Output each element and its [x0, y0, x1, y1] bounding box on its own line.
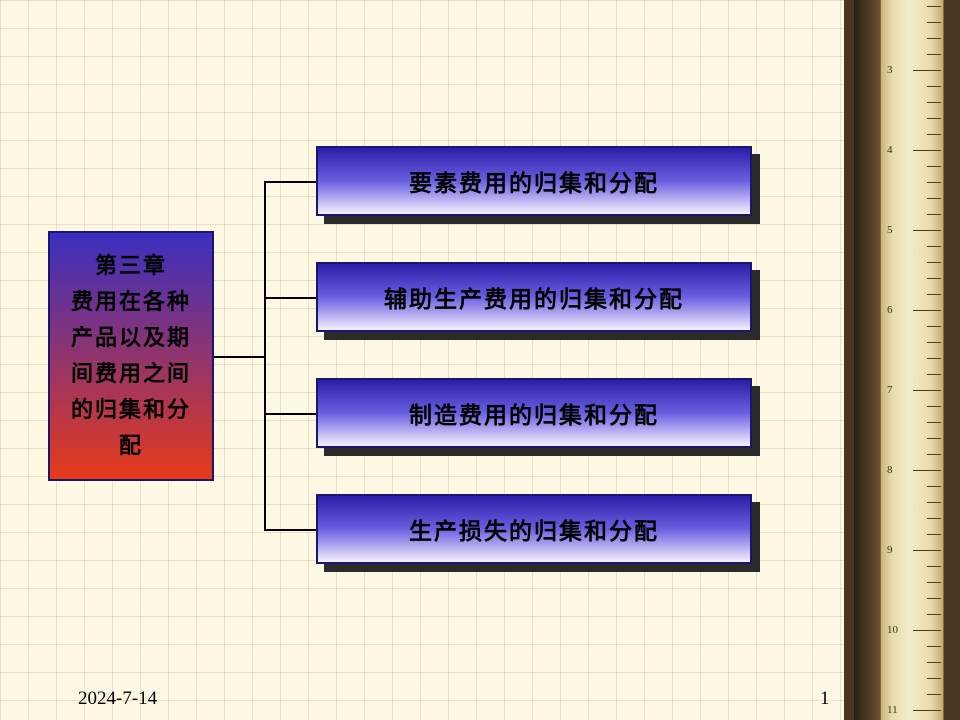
ruler-tick — [927, 502, 941, 503]
leaf-node-label: 辅助生产费用的归集和分配 — [384, 280, 684, 314]
ruler-label: 8 — [887, 464, 893, 476]
ruler-tick — [927, 422, 941, 423]
ruler-tick — [927, 118, 941, 119]
ruler-tick — [927, 6, 941, 7]
ruler-tick — [913, 550, 941, 551]
ruler-tick — [927, 38, 941, 39]
ruler-tick — [927, 678, 941, 679]
leaf-node: 制造费用的归集和分配 — [316, 378, 752, 448]
ruler-tick — [927, 486, 941, 487]
ruler-tick — [913, 390, 941, 391]
ruler-tick — [927, 518, 941, 519]
ruler-body: 234567891011 — [880, 0, 944, 720]
ruler-tick — [927, 342, 941, 343]
ruler-tick — [927, 534, 941, 535]
ruler-tick — [927, 214, 941, 215]
connector-line — [264, 297, 316, 299]
connector-line — [264, 181, 316, 183]
connector-line — [214, 356, 264, 358]
ruler-label: 9 — [887, 544, 893, 556]
ruler-tick — [927, 438, 941, 439]
root-node-label: 第三章费用在各种产品以及期间费用之间的归集和分配 — [71, 248, 191, 464]
ruler-tick — [927, 646, 941, 647]
ruler-tick — [927, 198, 941, 199]
ruler-tick — [927, 566, 941, 567]
ruler-tick — [927, 358, 941, 359]
ruler-tick — [913, 710, 941, 711]
leaf-node-label: 生产损失的归集和分配 — [409, 512, 659, 546]
ruler-label: 11 — [887, 704, 898, 716]
ruler-tick — [927, 326, 941, 327]
ruler-tick — [927, 278, 941, 279]
leaf-node: 要素费用的归集和分配 — [316, 146, 752, 216]
ruler-tick — [927, 406, 941, 407]
ruler-tick — [927, 454, 941, 455]
leaf-node-label: 制造费用的归集和分配 — [409, 396, 659, 430]
ruler-tick — [927, 86, 941, 87]
ruler-tick — [927, 182, 941, 183]
footer-page-number: 1 — [820, 688, 830, 710]
root-node: 第三章费用在各种产品以及期间费用之间的归集和分配 — [48, 231, 214, 481]
ruler-tick — [927, 374, 941, 375]
ruler-tick — [927, 134, 941, 135]
ruler-tick — [927, 598, 941, 599]
ruler-tick — [927, 294, 941, 295]
ruler-tick — [927, 694, 941, 695]
connector-line — [264, 529, 316, 531]
connector-line — [264, 413, 316, 415]
ruler-tick — [927, 262, 941, 263]
ruler-label: 10 — [887, 624, 898, 636]
leaf-node: 辅助生产费用的归集和分配 — [316, 262, 752, 332]
connector-line — [264, 181, 266, 531]
ruler-tick — [913, 230, 941, 231]
ruler-tick — [927, 614, 941, 615]
ruler-tick — [927, 582, 941, 583]
ruler-tick — [913, 630, 941, 631]
ruler-label: 6 — [887, 304, 893, 316]
leaf-node-label: 要素费用的归集和分配 — [409, 164, 659, 198]
ruler-tick — [927, 662, 941, 663]
ruler-tick — [927, 246, 941, 247]
ruler-tick — [927, 22, 941, 23]
ruler-tick — [913, 310, 941, 311]
ruler-tick — [927, 54, 941, 55]
ruler-label: 5 — [887, 224, 893, 236]
ruler-tick — [913, 70, 941, 71]
leaf-node: 生产损失的归集和分配 — [316, 494, 752, 564]
ruler-tick — [927, 166, 941, 167]
ruler-tick — [913, 150, 941, 151]
ruler-decoration: 234567891011 — [844, 0, 960, 720]
ruler-shadow — [854, 0, 880, 720]
ruler-tick — [927, 102, 941, 103]
ruler-label: 3 — [887, 64, 893, 76]
ruler-tick — [913, 470, 941, 471]
footer-date: 2024-7-14 — [78, 688, 157, 710]
ruler-label: 7 — [887, 384, 893, 396]
ruler-label: 4 — [887, 144, 893, 156]
